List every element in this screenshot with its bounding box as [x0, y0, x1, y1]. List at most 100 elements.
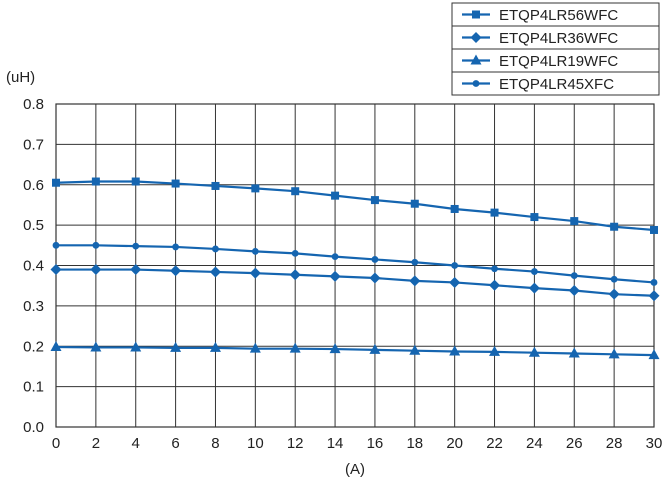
y-tick-label: 0.8	[23, 96, 44, 113]
y-tick-label: 0.3	[23, 298, 44, 315]
data-point-circle	[570, 272, 578, 279]
series-ETQP4LR19WFC	[50, 341, 660, 360]
legend-label: ETQP4LR56WFC	[499, 7, 618, 24]
data-point-square	[171, 179, 180, 188]
data-point-square	[610, 222, 619, 231]
series-line	[56, 244, 655, 284]
data-point-square	[530, 213, 539, 222]
data-point-square	[211, 181, 220, 190]
x-tick-label: 24	[526, 435, 543, 452]
data-point-diamond	[449, 276, 461, 288]
y-tick-label: 0.1	[23, 379, 44, 396]
legend-marker-square	[472, 10, 480, 19]
grid-layer	[55, 103, 655, 428]
data-point-circle	[371, 256, 379, 263]
data-point-triangle	[50, 341, 62, 352]
data-point-diamond	[50, 264, 62, 276]
legend-label: ETQP4LR19WFC	[499, 53, 618, 70]
data-point-square	[291, 187, 300, 196]
data-point-square	[490, 208, 499, 217]
x-tick-label: 12	[287, 435, 304, 452]
data-point-circle	[92, 241, 100, 249]
data-point-diamond	[329, 270, 341, 282]
data-point-diamond	[209, 266, 221, 278]
data-point-square	[91, 177, 100, 186]
data-point-diamond	[489, 279, 501, 291]
data-point-triangle	[449, 345, 461, 356]
data-point-triangle	[409, 344, 421, 355]
x-tick-label: 10	[247, 435, 264, 452]
y-tick-label: 0.0	[23, 419, 44, 436]
x-tick-label: 4	[132, 435, 140, 452]
data-point-diamond	[249, 267, 261, 279]
y-tick-label: 0.6	[23, 177, 44, 194]
data-point-square	[251, 184, 260, 193]
data-point-diamond	[369, 272, 381, 284]
x-tick-label: 30	[646, 435, 663, 452]
data-point-circle	[610, 275, 618, 283]
data-point-triangle	[90, 341, 102, 352]
series-line	[55, 345, 655, 357]
data-point-square	[410, 199, 419, 208]
series-ETQP4LR45XFC	[52, 241, 658, 286]
data-point-triangle	[648, 349, 660, 360]
legend: ETQP4LR56WFC ETQP4LR36WFC ETQP4LR19WFC ETQP…	[451, 2, 660, 96]
x-axis-label: (A)	[345, 461, 365, 478]
series-line	[56, 268, 655, 297]
y-tick-label: 0.5	[23, 217, 44, 234]
series-line	[55, 180, 655, 232]
y-axis-unit-label: (uH)	[6, 69, 35, 86]
data-point-triangle	[329, 343, 341, 354]
data-point-diamond	[90, 264, 102, 276]
x-tick-label: 2	[92, 435, 100, 452]
series-layer	[50, 177, 660, 360]
legend-marker-circle	[472, 80, 480, 87]
data-point-diamond	[289, 269, 301, 281]
data-point-triangle	[289, 342, 301, 353]
x-tick-label: 16	[367, 435, 384, 452]
y-tick-label: 0.4	[23, 258, 44, 275]
data-point-circle	[172, 243, 180, 251]
data-point-square	[370, 196, 379, 205]
tick-labels: 0 2 4 6 8 10 12 14 16 18 20 22 24 26 28 300.00.10.20.30…	[23, 96, 662, 452]
data-point-triangle	[209, 341, 221, 352]
data-point-diamond	[608, 288, 620, 300]
y-tick-label: 0.2	[23, 338, 44, 355]
data-point-diamond	[409, 275, 421, 287]
data-point-square	[131, 177, 140, 186]
legend-label: ETQP4LR36WFC	[499, 30, 618, 47]
data-point-triangle	[568, 347, 580, 358]
x-tick-label: 14	[327, 435, 344, 452]
data-point-diamond	[170, 265, 182, 277]
data-point-square	[650, 225, 658, 234]
data-point-circle	[291, 249, 299, 257]
data-point-triangle	[608, 348, 620, 359]
data-point-circle	[491, 265, 498, 273]
data-point-circle	[331, 253, 339, 261]
data-point-circle	[650, 279, 658, 286]
data-point-circle	[531, 268, 538, 275]
data-point-square	[52, 178, 60, 187]
x-tick-label: 0	[52, 435, 60, 452]
data-point-triangle	[528, 346, 540, 357]
series-ETQP4LR36WFC	[50, 264, 660, 302]
x-tick-label: 22	[486, 435, 503, 452]
data-point-diamond	[130, 264, 142, 276]
data-point-diamond	[528, 282, 540, 294]
x-tick-label: 6	[171, 435, 179, 452]
legend-marker-diamond	[470, 32, 482, 43]
data-point-circle	[411, 258, 419, 266]
data-point-triangle	[130, 341, 142, 352]
data-point-triangle	[369, 343, 381, 354]
data-point-triangle	[489, 345, 501, 356]
data-point-circle	[132, 242, 140, 250]
data-point-circle	[52, 241, 60, 249]
y-tick-label: 0.7	[23, 136, 44, 153]
series-ETQP4LR56WFC	[52, 177, 658, 234]
data-point-circle	[251, 247, 259, 255]
x-tick-label: 20	[446, 435, 463, 452]
x-tick-label: 26	[566, 435, 583, 452]
data-point-circle	[451, 262, 459, 269]
x-tick-label: 8	[211, 435, 219, 452]
